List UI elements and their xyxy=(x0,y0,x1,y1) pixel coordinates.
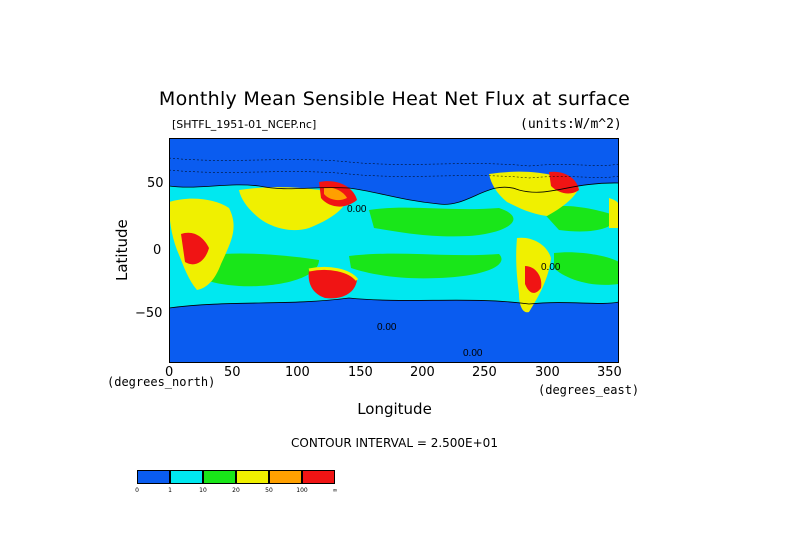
colorbar-swatch xyxy=(236,470,269,484)
colorbar-tick-label: ∞ xyxy=(332,487,338,494)
contour-line xyxy=(169,157,619,167)
australia-land xyxy=(308,268,357,299)
contour-label: 0.00 xyxy=(377,322,397,333)
colorbar-tick-label: 10 xyxy=(199,487,207,494)
colorbar-swatch xyxy=(203,470,236,484)
south-america-hot-patch xyxy=(525,266,542,293)
kuroshio-orange-patch xyxy=(324,187,347,201)
x-tick-label: 100 xyxy=(285,365,310,380)
y-axis-label: Latitude xyxy=(113,219,131,281)
colorbar-tick-label: 20 xyxy=(232,487,240,494)
atlantic-north-patch xyxy=(539,205,617,232)
heatmap-plot-area: 0.00 0.00 0.00 0.00 xyxy=(169,138,619,363)
atlantic-south-patch xyxy=(554,252,619,285)
colorbar-tick-label: 1 xyxy=(168,487,172,494)
colorbar-tick-label: 50 xyxy=(265,487,273,494)
source-file-label: [SHTFL_1951-01_NCEP.nc] xyxy=(172,118,317,131)
x-tick-label: 250 xyxy=(472,365,497,380)
colorbar-tick-label: 0 xyxy=(135,487,139,494)
units-label: (units:W/m^2) xyxy=(520,117,622,132)
x-tick-label: 0 xyxy=(165,365,174,380)
australia-edge xyxy=(308,266,359,282)
x-tick-label: 50 xyxy=(224,365,241,380)
x-tick-label: 350 xyxy=(597,365,622,380)
gulf-stream-hot-patch xyxy=(549,171,579,194)
y-tick-label: 50 xyxy=(147,176,164,191)
colorbar-swatch xyxy=(170,470,203,484)
y-tick-label: 0 xyxy=(153,243,162,258)
x-tick-label: 300 xyxy=(535,365,560,380)
y-tick-label: −50 xyxy=(135,306,163,321)
antarctic-band xyxy=(169,334,619,363)
north-pacific-patch xyxy=(369,207,514,237)
contour-label: 0.00 xyxy=(347,204,367,215)
africa-hot-patch xyxy=(181,232,209,265)
contour-label: 0.00 xyxy=(541,262,561,273)
x-units-label: (degrees_east) xyxy=(538,383,640,397)
colorbar-swatch xyxy=(269,470,302,484)
y-units-label: (degrees_north) xyxy=(107,375,216,389)
x-axis-label: Longitude xyxy=(357,400,432,418)
chart-title: Monthly Mean Sensible Heat Net Flux at s… xyxy=(158,88,631,110)
plot-frame xyxy=(169,138,619,363)
south-pacific-patch xyxy=(349,253,502,279)
x-tick-label: 200 xyxy=(410,365,435,380)
contour-label: 0.00 xyxy=(463,348,483,359)
x-tick-label: 150 xyxy=(348,365,373,380)
colorbar-swatch xyxy=(137,470,170,484)
contour-line xyxy=(169,169,619,179)
colorbar-swatch xyxy=(302,470,335,484)
colorbar-tick-label: 100 xyxy=(296,487,308,494)
contour-interval-label: CONTOUR INTERVAL = 2.500E+01 xyxy=(291,436,498,450)
contour-line xyxy=(169,182,619,205)
west-africa-edge xyxy=(609,198,619,228)
contour-line xyxy=(169,297,619,309)
